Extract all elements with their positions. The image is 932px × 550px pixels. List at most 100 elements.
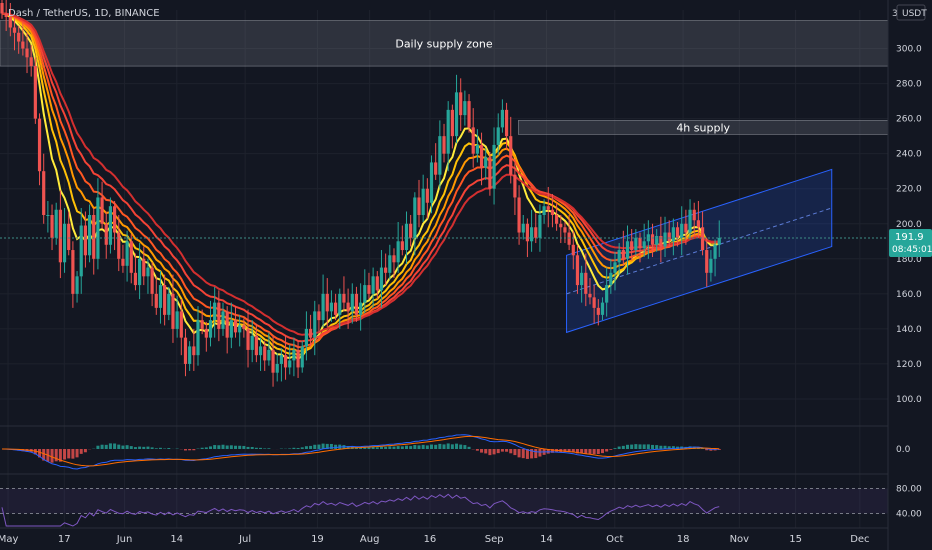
macd-histogram-bar: [183, 449, 187, 451]
candle-body: [233, 320, 238, 333]
price-tick-label: 120.0: [896, 360, 922, 370]
time-tick-label: 14: [540, 534, 553, 545]
time-tick-label: Sep: [485, 534, 504, 545]
candle-body: [275, 363, 279, 373]
candle-body: [346, 302, 350, 312]
candle-body: [308, 328, 313, 338]
candle-body: [329, 302, 334, 312]
supply-zones: Daily supply zone 4h supply: [0, 20, 889, 135]
time-axis: May 17 Jun 14 Jul 19 Aug 16 Sep 14 Oct 18 Nov 15 Dec: [0, 527, 888, 545]
macd-histogram-bar: [313, 444, 317, 449]
macd-histogram-bar: [634, 444, 638, 449]
macd-histogram-bar: [600, 449, 604, 454]
macd-histogram-bar: [484, 449, 488, 454]
macd-histogram-bar: [96, 445, 100, 449]
macd-histogram-bar: [563, 449, 567, 452]
macd-histogram-bar: [104, 444, 108, 449]
candle-body: [300, 346, 304, 368]
macd-histogram-bar: [671, 446, 675, 449]
macd-histogram-bar: [392, 446, 396, 449]
macd-histogram-bar: [434, 444, 438, 449]
macd-histogram-bar: [488, 449, 492, 456]
macd-histogram-bar: [146, 446, 150, 449]
macd-histogram-bar: [359, 447, 363, 449]
candle-body: [425, 188, 429, 203]
macd-histogram-bar: [425, 445, 429, 449]
macd-histogram-bar: [204, 447, 208, 449]
currency-box[interactable]: [896, 4, 926, 21]
candle-body: [438, 136, 442, 175]
macd-histogram-bar: [71, 449, 75, 459]
macd-histogram-bar: [138, 446, 142, 449]
macd-histogram-bar: [692, 446, 696, 449]
candle-body: [359, 302, 363, 315]
rsi-band: [0, 488, 888, 514]
candle-body: [634, 237, 638, 251]
macd-histogram-bar: [617, 446, 621, 449]
candle-body: [8, 17, 12, 28]
zone-label: Daily supply zone: [395, 37, 493, 50]
candle-body: [605, 285, 609, 303]
macd-histogram-bar: [317, 444, 321, 449]
price-badge-value: 191.9: [895, 232, 924, 243]
macd-histogram-bar: [117, 444, 121, 449]
candle-body: [559, 223, 563, 228]
candle-body: [413, 197, 417, 238]
macd-histogram-bar: [667, 446, 671, 449]
candle-body: [96, 197, 100, 259]
candle-body: [179, 311, 183, 338]
candle-body: [154, 293, 158, 308]
macd-histogram-bar: [567, 449, 571, 453]
candle-body: [638, 237, 642, 249]
price-tick-label: 240.0: [896, 150, 922, 160]
macd-histogram-bar: [63, 449, 67, 460]
macd-histogram-bar: [125, 445, 129, 449]
macd-histogram-bar: [550, 449, 554, 453]
time-tick-label: Dec: [850, 534, 869, 545]
macd-histogram-bar: [496, 449, 500, 454]
candle-body: [709, 258, 713, 273]
time-tick-label: 17: [58, 534, 71, 545]
candle-body: [250, 335, 254, 350]
candle-body: [450, 109, 454, 137]
candle-body: [342, 293, 346, 303]
price-tick-label: 280.0: [896, 80, 922, 90]
regression-channel: [566, 168, 833, 334]
macd-histogram-bar: [625, 444, 629, 449]
candle-body: [271, 349, 275, 373]
symbol-title[interactable]: Dash / TetherUS, 1D, BINANCE: [8, 8, 160, 19]
macd-histogram-bar: [246, 446, 250, 449]
zone-label: 4h supply: [676, 121, 730, 134]
time-tick-label: 14: [170, 534, 183, 545]
candle-body: [630, 241, 634, 251]
candle-body: [396, 241, 400, 263]
candle-body: [121, 258, 125, 266]
macd-histogram-bar: [254, 447, 258, 449]
macd-histogram-bar: [67, 449, 71, 459]
macd-histogram-bar: [334, 444, 338, 449]
candle-body: [163, 285, 167, 315]
macd-histogram-bar: [467, 446, 471, 449]
candle-body: [204, 328, 208, 338]
candles: [0, 0, 721, 387]
candle-body: [655, 236, 659, 245]
time-tick-label: Oct: [606, 534, 623, 545]
candle-body: [46, 215, 50, 216]
macd-histogram-bar: [500, 449, 504, 452]
candle-body: [217, 302, 221, 329]
macd-histogram-bar: [605, 449, 609, 452]
macd-histogram-bar: [321, 443, 325, 449]
time-tick-label: Aug: [360, 534, 380, 545]
macd-histogram-bar: [213, 445, 217, 449]
candle-body: [429, 162, 434, 203]
candle-body: [621, 250, 625, 259]
candle-body: [529, 227, 534, 242]
candle-body: [513, 174, 517, 198]
macd-histogram-bar: [455, 443, 459, 449]
candle-body: [517, 197, 521, 233]
candle-body: [350, 293, 354, 312]
candle-body: [379, 267, 384, 291]
candle-body: [592, 297, 596, 308]
candle-body: [571, 244, 575, 256]
